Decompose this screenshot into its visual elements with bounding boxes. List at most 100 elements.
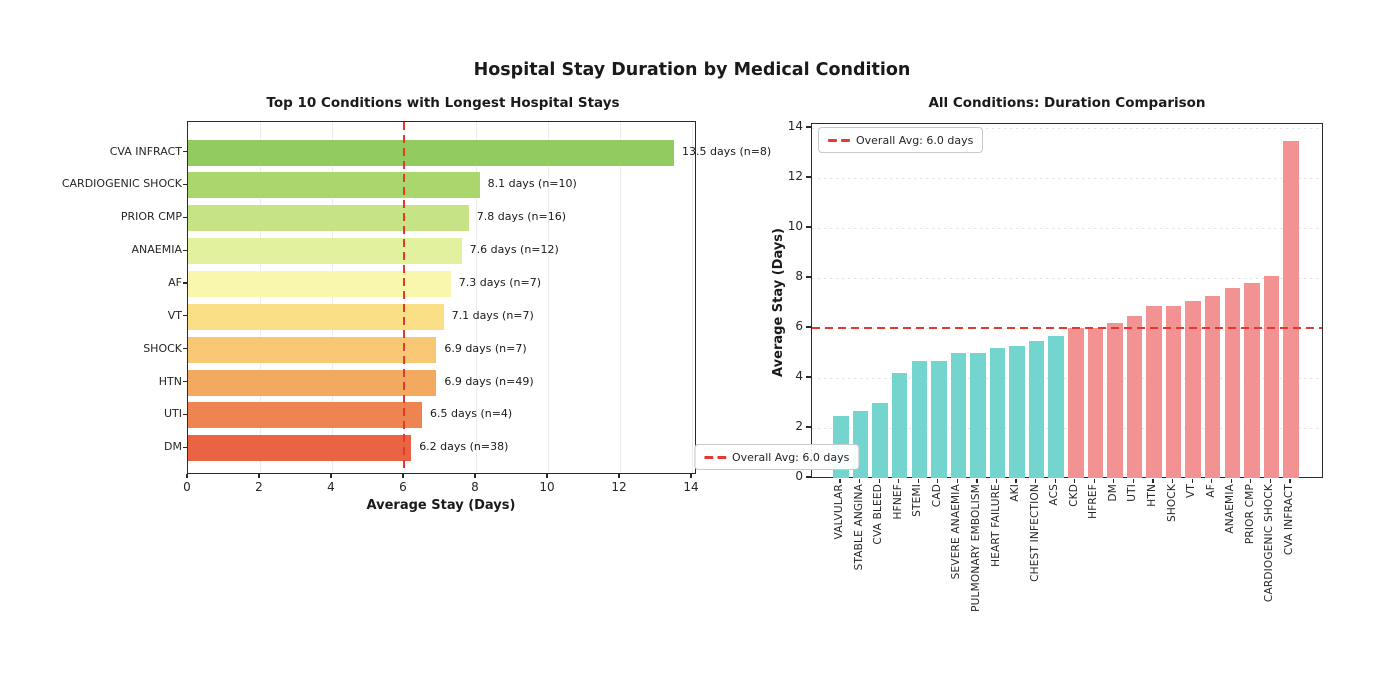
category-label: HTN — [1146, 484, 1159, 507]
vbar — [1048, 335, 1064, 478]
vbar — [1028, 340, 1045, 478]
vbar — [1244, 283, 1260, 478]
x-tick-label: 8 — [471, 480, 479, 494]
bar-annotation: 8.1 days (n=10) — [487, 177, 577, 191]
category-label: VALVULAR — [833, 484, 845, 540]
x-tick-mark — [1015, 478, 1017, 483]
x-tick-mark — [1191, 478, 1193, 483]
x-tick-mark — [690, 474, 692, 478]
x-tick-mark — [330, 474, 332, 478]
x-tick-mark — [186, 474, 188, 478]
vbar — [891, 373, 908, 478]
x-tick-mark — [976, 478, 978, 483]
left-legend-label: Overall Avg: 6.0 days — [732, 450, 850, 464]
x-tick-mark — [858, 478, 861, 483]
hbar — [188, 402, 422, 429]
grid-line — [812, 177, 1322, 179]
grid-line — [331, 122, 333, 473]
category-label: CHEST INFECTION — [1028, 484, 1041, 582]
y-tick-mark — [182, 348, 187, 350]
x-tick-mark — [917, 478, 919, 483]
x-tick-mark — [1172, 478, 1174, 483]
category-label: CARDIOGENIC SHOCK — [61, 177, 182, 191]
vbar — [1126, 315, 1143, 478]
category-label: STABLE ANGINA — [852, 484, 865, 571]
left-plot-inner — [188, 122, 695, 473]
left-chart-title: Top 10 Conditions with Longest Hospital … — [266, 95, 620, 111]
y-tick-mark — [806, 376, 811, 378]
x-tick-mark — [1230, 478, 1232, 483]
x-tick-label: 2 — [255, 480, 263, 494]
y-tick-mark — [806, 276, 811, 278]
y-tick-mark — [806, 426, 811, 428]
category-label: HFNEF — [891, 484, 904, 520]
x-tick-mark — [1113, 478, 1115, 483]
x-tick-label: 0 — [183, 480, 191, 494]
category-label: PRIOR CMP — [1243, 484, 1256, 545]
x-tick-mark — [1211, 478, 1213, 483]
y-tick-mark — [182, 315, 187, 317]
x-tick-label: 14 — [683, 480, 699, 494]
x-tick-mark — [956, 478, 958, 483]
x-tick-label: 6 — [399, 480, 407, 494]
x-tick-mark — [1152, 478, 1154, 483]
right-plot-area — [811, 123, 1323, 478]
category-label: AF — [168, 275, 182, 289]
right-legend-label: Overall Avg: 6.0 days — [856, 133, 974, 147]
x-tick-mark — [937, 478, 939, 483]
x-tick-label: 12 — [611, 480, 627, 494]
x-tick-label: 10 — [539, 480, 555, 494]
category-label: UTI — [1126, 484, 1139, 502]
bar-annotation: 13.5 days (n=8) — [682, 144, 772, 158]
vbar — [970, 353, 986, 478]
y-tick-mark — [182, 150, 187, 153]
category-label: HFREF — [1087, 484, 1100, 519]
category-label: CKD — [1067, 484, 1080, 507]
vbar — [989, 348, 1006, 478]
y-tick-mark — [182, 249, 187, 251]
hbar — [188, 139, 674, 166]
vbar — [1009, 345, 1025, 478]
y-tick-mark — [182, 216, 187, 218]
x-tick-mark — [839, 478, 841, 483]
y-tick-mark — [806, 126, 811, 128]
bar-annotation: 7.3 days (n=7) — [458, 275, 542, 289]
category-label: SEVERE ANAEMIA — [950, 484, 963, 580]
y-tick-label: 6 — [795, 319, 803, 333]
vbar — [1283, 140, 1299, 478]
x-tick-mark — [898, 478, 900, 483]
x-tick-mark — [258, 474, 260, 478]
bar-annotation: 7.6 days (n=12) — [469, 243, 559, 257]
left-x-axis-label: Average Stay (Days) — [366, 498, 516, 513]
y-tick-label: 14 — [787, 119, 803, 133]
right-y-axis-label: Average Stay (Days) — [771, 228, 786, 377]
bar-annotation: 6.5 days (n=4) — [430, 407, 513, 421]
category-label: PULMONARY EMBOLISM — [969, 484, 982, 612]
vbar — [1146, 305, 1162, 478]
grid-line — [475, 122, 477, 473]
hbar — [188, 238, 462, 265]
category-label: AKI — [1009, 484, 1022, 502]
vbar — [931, 360, 947, 478]
category-label: CVA INFRACT — [1282, 484, 1295, 556]
x-tick-label: 4 — [327, 480, 335, 494]
y-tick-label: 2 — [795, 419, 803, 433]
y-tick-label: 8 — [795, 269, 803, 283]
category-label: UTI — [163, 407, 182, 421]
left-legend: Overall Avg: 6.0 days — [694, 444, 860, 470]
bar-annotation: 7.1 days (n=7) — [451, 308, 534, 322]
x-tick-mark — [1289, 478, 1291, 483]
x-tick-mark — [1035, 478, 1037, 483]
vbar — [1107, 323, 1123, 478]
category-label: AF — [1204, 484, 1217, 498]
vbar — [1224, 288, 1241, 478]
hbar — [188, 369, 437, 396]
right-plot-inner — [812, 124, 1322, 478]
y-tick-mark — [806, 326, 811, 328]
vbar — [1185, 300, 1201, 478]
grid-line — [812, 227, 1322, 229]
grid-line — [259, 122, 261, 473]
vbar — [1204, 295, 1221, 478]
grid-line — [619, 122, 621, 473]
